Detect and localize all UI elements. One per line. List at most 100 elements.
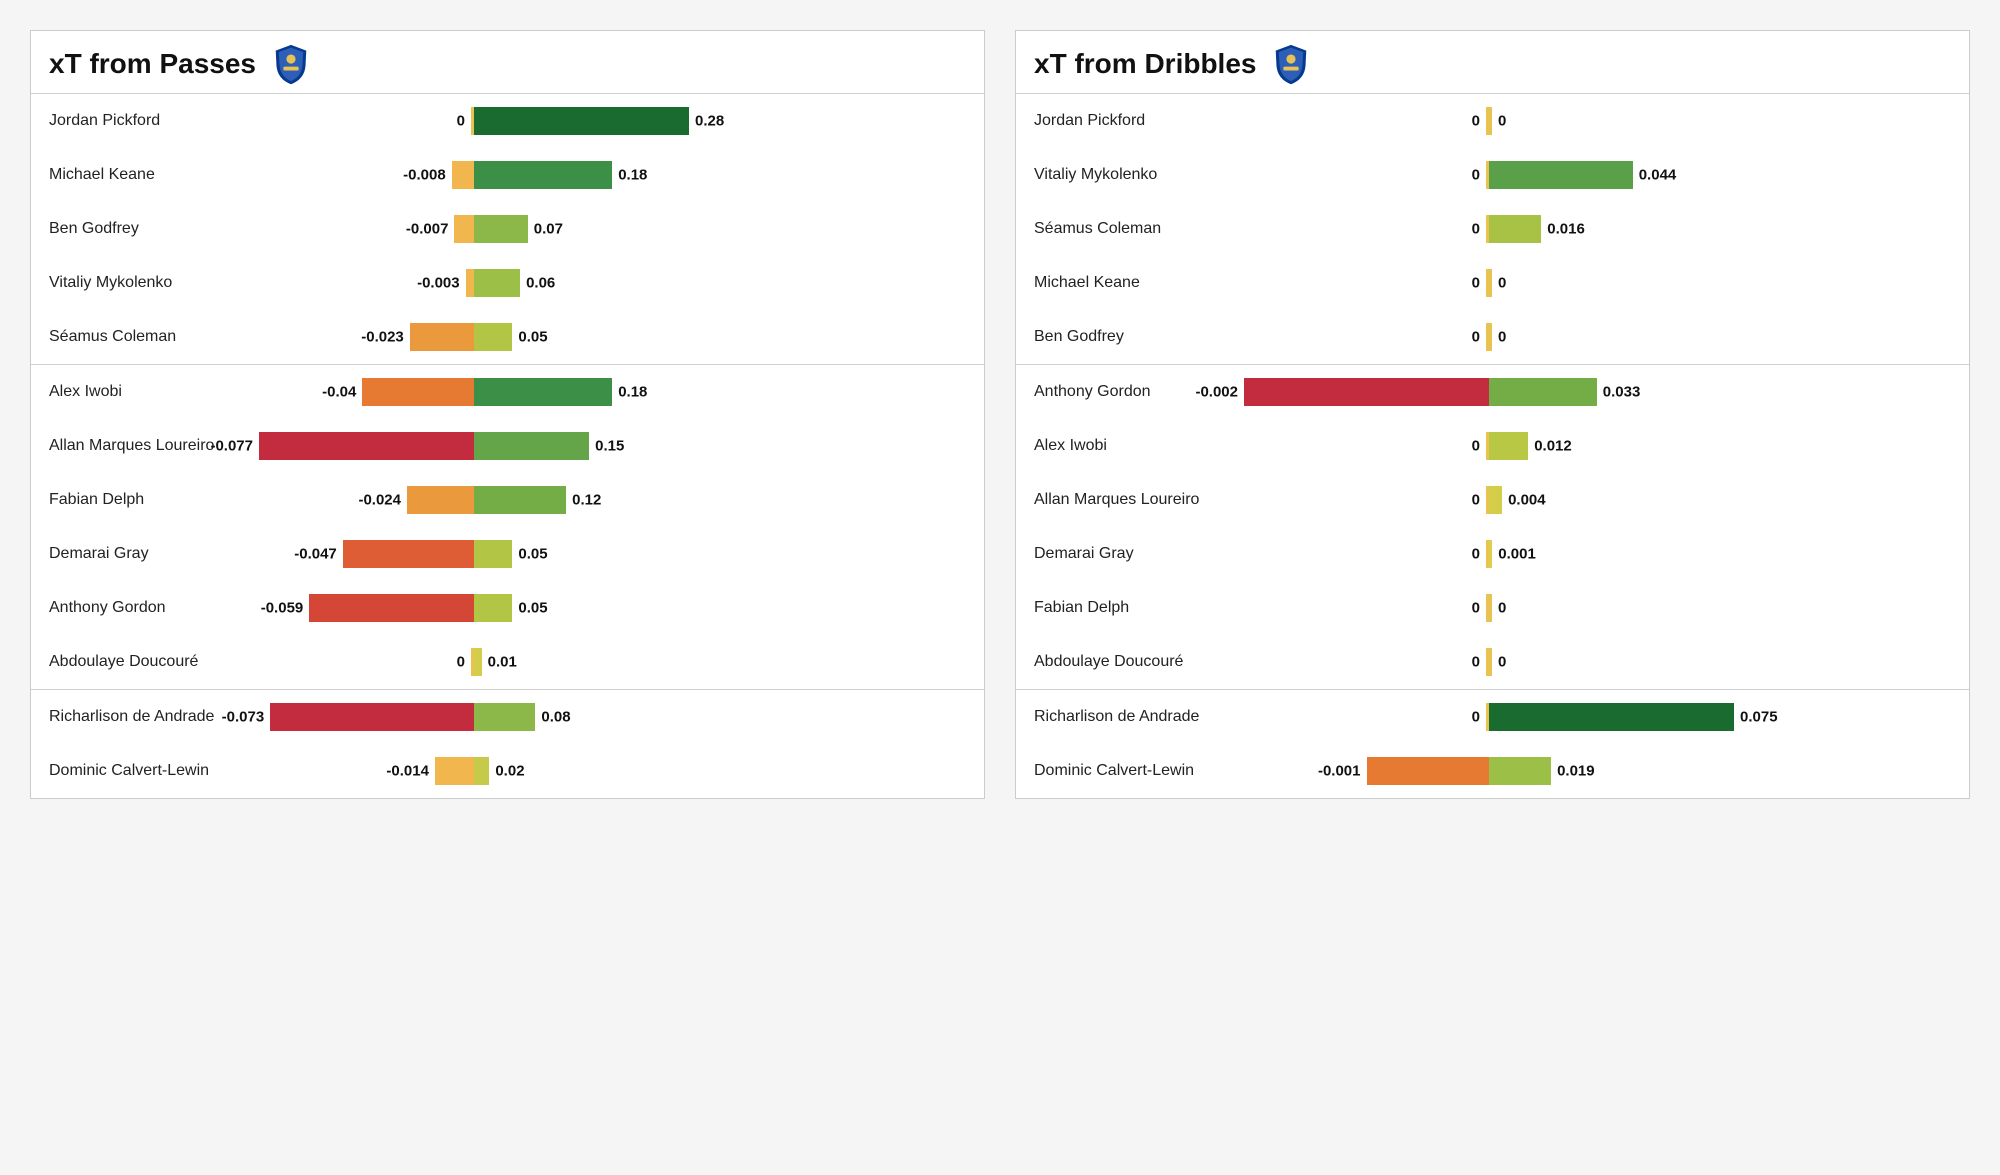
neg-bar [309, 594, 474, 622]
neg-bar [362, 378, 474, 406]
neg-value-label: 0 [1472, 709, 1480, 726]
pos-bar [474, 161, 612, 189]
bar-zone: 00.044 [1244, 157, 1951, 193]
pos-bar [1489, 215, 1541, 243]
player-row: Demarai Gray00.001 [1016, 527, 1969, 581]
pos-value-label: 0.02 [495, 763, 524, 780]
pos-value-label: 0.05 [518, 600, 547, 617]
player-row: Abdoulaye Doucouré00 [1016, 635, 1969, 689]
player-name: Richarlison de Andrade [1034, 708, 1244, 726]
bar-zone: -0.0230.05 [259, 319, 966, 355]
bar-zone: -0.0240.12 [259, 482, 966, 518]
player-row: Jordan Pickford00 [1016, 94, 1969, 148]
neg-bar [452, 161, 474, 189]
player-row: Demarai Gray-0.0470.05 [31, 527, 984, 581]
bar-zone: -0.0010.019 [1244, 753, 1951, 789]
pos-value-label: 0.033 [1603, 384, 1641, 401]
player-name: Michael Keane [1034, 274, 1244, 292]
player-row: Ben Godfrey00 [1016, 310, 1969, 364]
player-name: Abdoulaye Doucouré [49, 653, 259, 671]
neg-value-label: 0 [1472, 167, 1480, 184]
player-row: Alex Iwobi-0.040.18 [31, 365, 984, 419]
pos-value-label: 0.004 [1508, 492, 1546, 509]
pos-bar [474, 594, 512, 622]
pos-bar [474, 215, 528, 243]
pos-value-label: 0.016 [1547, 221, 1585, 238]
player-name: Fabian Delph [1034, 599, 1244, 617]
pos-bar [474, 540, 512, 568]
pos-value-label: 0.012 [1534, 438, 1572, 455]
pos-value-label: 0 [1498, 275, 1506, 292]
player-row: Anthony Gordon-0.0590.05 [31, 581, 984, 635]
bar-zone: -0.0070.07 [259, 211, 966, 247]
pos-value-label: 0 [1498, 113, 1506, 130]
pos-value-label: 0.019 [1557, 763, 1595, 780]
pos-value-label: 0.28 [695, 113, 724, 130]
bar-zone: 00 [1244, 590, 1951, 626]
chart-passes: xT from Passes Jordan Pickford00.28Micha… [30, 30, 985, 799]
player-name: Fabian Delph [49, 491, 259, 509]
player-name: Séamus Coleman [49, 328, 259, 346]
bar-zone: 00.075 [1244, 699, 1951, 735]
neg-value-label: -0.014 [386, 763, 429, 780]
neg-bar [259, 432, 474, 460]
bar-zone: 00.001 [1244, 536, 1951, 572]
bar-zone: 00 [1244, 644, 1951, 680]
pos-value-label: 0.18 [618, 167, 647, 184]
bar-zone: -0.0770.15 [259, 428, 966, 464]
player-row: Alex Iwobi 0 0.012 [1016, 419, 1969, 473]
pos-bar [474, 269, 520, 297]
bar-zone: 00 [1244, 319, 1951, 355]
neg-value-label: 0 [1472, 438, 1480, 455]
team-crest-icon [1270, 43, 1312, 85]
player-row: Michael Keane00 [1016, 256, 1969, 310]
pos-value-label: 0.18 [618, 384, 647, 401]
player-row: Ben Godfrey-0.0070.07 [31, 202, 984, 256]
neg-value-label: -0.073 [222, 709, 265, 726]
player-name: Allan Marques Loureiro [1034, 491, 1244, 509]
player-row: Jordan Pickford00.28 [31, 94, 984, 148]
player-group: Richarlison de Andrade-0.0730.08Dominic … [31, 689, 984, 798]
neg-value-label: 0 [457, 654, 465, 671]
player-name: Ben Godfrey [1034, 328, 1244, 346]
bar-zone: 00.016 [1244, 211, 1951, 247]
player-group: Alex Iwobi-0.040.18Allan Marques Loureir… [31, 364, 984, 689]
neg-bar [466, 269, 474, 297]
neg-value-label: 0 [1472, 329, 1480, 346]
chart-title: xT from Dribbles [1034, 48, 1256, 80]
player-row: Fabian Delph00 [1016, 581, 1969, 635]
pos-bar [1489, 161, 1633, 189]
player-row: Anthony Gordon-0.0020.033 [1016, 365, 1969, 419]
neg-value-label: -0.024 [358, 492, 401, 509]
player-name: Anthony Gordon [49, 599, 259, 617]
player-name: Jordan Pickford [1034, 112, 1244, 130]
pos-value-label: 0.07 [534, 221, 563, 238]
pos-bar [474, 378, 612, 406]
chart-dribbles: xT from Dribbles Jordan Pickford00Vitali… [1015, 30, 1970, 799]
neg-bar [454, 215, 474, 243]
player-name: Demarai Gray [1034, 545, 1244, 563]
player-group: Richarlison de Andrade00.075Dominic Calv… [1016, 689, 1969, 798]
bar-zone: -0.0730.08 [259, 699, 966, 735]
player-group: Anthony Gordon-0.0020.033Alex Iwobi00.01… [1016, 364, 1969, 689]
player-row: Fabian Delph-0.0240.12 [31, 473, 984, 527]
neg-bar [435, 757, 474, 785]
player-row: Allan Marques Loureiro-0.0770.15 [31, 419, 984, 473]
bar-zone: -0.0080.18 [259, 157, 966, 193]
pos-bar [1489, 540, 1492, 568]
player-name: Alex Iwobi [1034, 437, 1244, 455]
player-row: Séamus Coleman00.016 [1016, 202, 1969, 256]
player-row: Allan Marques Loureiro 0 0.004 [1016, 473, 1969, 527]
player-name: Vitaliy Mykolenko [1034, 166, 1244, 184]
player-name: Séamus Coleman [1034, 220, 1244, 238]
neg-value-label: 0 [1472, 492, 1480, 509]
pos-bar [474, 323, 512, 351]
player-group: Jordan Pickford00Vitaliy Mykolenko00.044… [1016, 93, 1969, 364]
pos-bar [1489, 703, 1734, 731]
bar-zone: 00 [1244, 265, 1951, 301]
bar-zone: -0.0470.05 [259, 536, 966, 572]
neg-bar [1244, 378, 1489, 406]
neg-value-label: -0.002 [1195, 384, 1238, 401]
neg-value-label: -0.04 [322, 384, 356, 401]
pos-value-label: 0.15 [595, 438, 624, 455]
